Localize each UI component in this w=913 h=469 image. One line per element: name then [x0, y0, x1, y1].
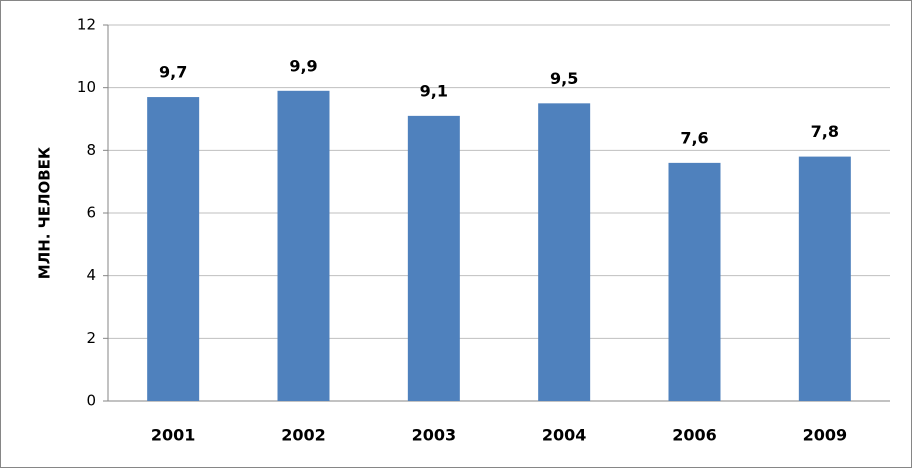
bar: [407, 115, 460, 401]
y-tick-label: 0: [86, 392, 96, 410]
x-tick-label: 2001: [151, 426, 196, 445]
x-tick-label: 2009: [803, 426, 848, 445]
x-tick-label: 2006: [672, 426, 717, 445]
data-label: 7,8: [811, 122, 839, 141]
data-label: 9,9: [289, 56, 317, 75]
bar: [277, 90, 330, 402]
y-tick-label: 10: [77, 78, 96, 96]
data-label: 7,6: [680, 128, 708, 147]
bar: [668, 162, 721, 401]
y-tick-label: 4: [86, 266, 96, 284]
y-tick-label: 8: [86, 141, 96, 159]
bar: [798, 156, 851, 401]
bar: [538, 103, 591, 401]
y-tick-label: 6: [86, 204, 96, 222]
y-tick-label: 2: [86, 329, 96, 347]
data-label: 9,5: [550, 69, 578, 88]
bar: [147, 97, 200, 402]
y-axis-label: МЛН. ЧЕЛОВЕК: [36, 146, 54, 279]
x-tick-label: 2004: [542, 426, 587, 445]
data-label: 9,1: [420, 81, 448, 100]
x-tick-label: 2002: [281, 426, 326, 445]
x-tick-label: 2003: [412, 426, 457, 445]
data-label: 9,7: [159, 63, 187, 82]
y-tick-label: 12: [77, 16, 96, 34]
